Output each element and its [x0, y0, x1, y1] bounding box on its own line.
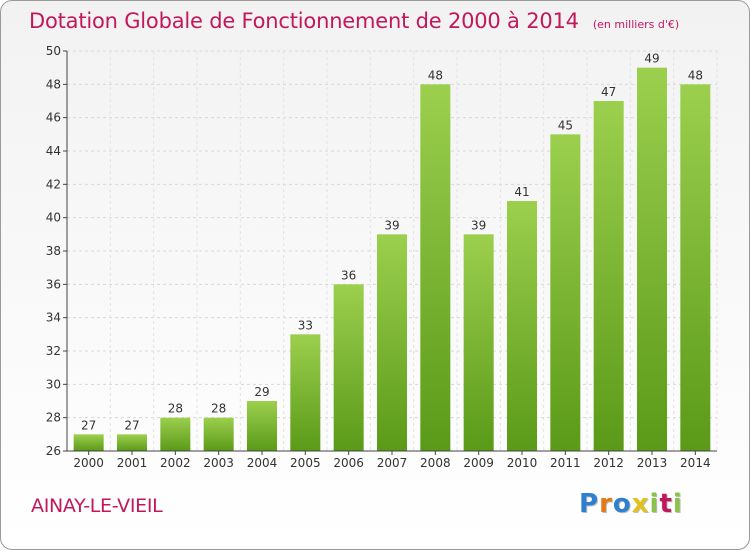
- y-tick-label: 46: [46, 111, 61, 125]
- unit-label: (en milliers d'€): [592, 18, 680, 31]
- y-tick-label: 34: [46, 311, 61, 325]
- data-label: 47: [601, 85, 616, 99]
- bar: [550, 134, 581, 452]
- y-tick-label: 30: [46, 377, 61, 391]
- data-label: 36: [341, 268, 356, 282]
- bar: [463, 234, 494, 451]
- data-label: 33: [298, 318, 313, 332]
- labels: 26 28 30 32 34 36 38 40 42 44 46 48 50 27 2000 27 2001 28…: [46, 44, 711, 470]
- y-tick-label: 48: [46, 77, 61, 91]
- x-tick-label: 2002: [160, 456, 191, 470]
- bars: [73, 67, 711, 452]
- y-tick-label: 50: [46, 44, 61, 58]
- x-tick-label: 2008: [420, 456, 451, 470]
- x-tick-label: 2000: [73, 456, 104, 470]
- y-tick-label: 40: [46, 211, 61, 225]
- x-tick-label: 2012: [593, 456, 624, 470]
- title-text: Dotation Globale de Fonctionnement de 20…: [29, 9, 579, 33]
- x-tick-label: 2007: [377, 456, 408, 470]
- data-label: 27: [124, 418, 139, 432]
- bar: [420, 84, 451, 451]
- y-tick-label: 36: [46, 277, 61, 291]
- x-tick-label: 2003: [203, 456, 234, 470]
- bar: [507, 201, 537, 451]
- place-name: AINAY-LE-VIEIL: [31, 495, 163, 517]
- chart-title: Dotation Globale de Fonctionnement de 20…: [29, 9, 679, 33]
- data-label: 48: [428, 68, 443, 82]
- bar: [117, 434, 147, 451]
- bar: [593, 101, 624, 451]
- y-tick-label: 32: [46, 344, 61, 358]
- x-tick-label: 2010: [507, 456, 538, 470]
- x-tick-label: 2014: [680, 456, 711, 470]
- x-tick-label: 2001: [117, 456, 148, 470]
- y-tick-label: 38: [46, 244, 61, 258]
- bar: [73, 434, 104, 451]
- y-tick-label: 26: [46, 444, 61, 458]
- y-tick-label: 28: [46, 411, 61, 425]
- data-label: 41: [514, 185, 529, 199]
- bar: [247, 401, 277, 451]
- x-tick-label: 2006: [333, 456, 364, 470]
- axes: [63, 50, 717, 455]
- x-tick-label: 2009: [463, 456, 494, 470]
- proxiti-logo: Proxiti: [579, 489, 683, 519]
- x-tick-label: 2004: [247, 456, 278, 470]
- data-label: 48: [688, 68, 703, 82]
- y-tick-label: 42: [46, 177, 61, 191]
- data-label: 39: [384, 218, 399, 232]
- data-label: 49: [644, 52, 659, 66]
- bar: [377, 234, 407, 451]
- bar: [160, 417, 191, 451]
- data-label: 29: [254, 385, 269, 399]
- data-label: 45: [558, 118, 573, 132]
- x-tick-label: 2005: [290, 456, 321, 470]
- bar: [203, 417, 234, 451]
- bar: [637, 67, 667, 452]
- y-tick-label: 44: [46, 144, 61, 158]
- bar: [290, 334, 321, 451]
- bar: [333, 284, 364, 451]
- x-tick-label: 2011: [550, 456, 581, 470]
- data-label: 39: [471, 218, 486, 232]
- data-label: 28: [211, 402, 226, 416]
- bar: [680, 84, 711, 451]
- x-tick-label: 2013: [637, 456, 668, 470]
- data-label: 27: [81, 418, 96, 432]
- data-label: 28: [168, 402, 183, 416]
